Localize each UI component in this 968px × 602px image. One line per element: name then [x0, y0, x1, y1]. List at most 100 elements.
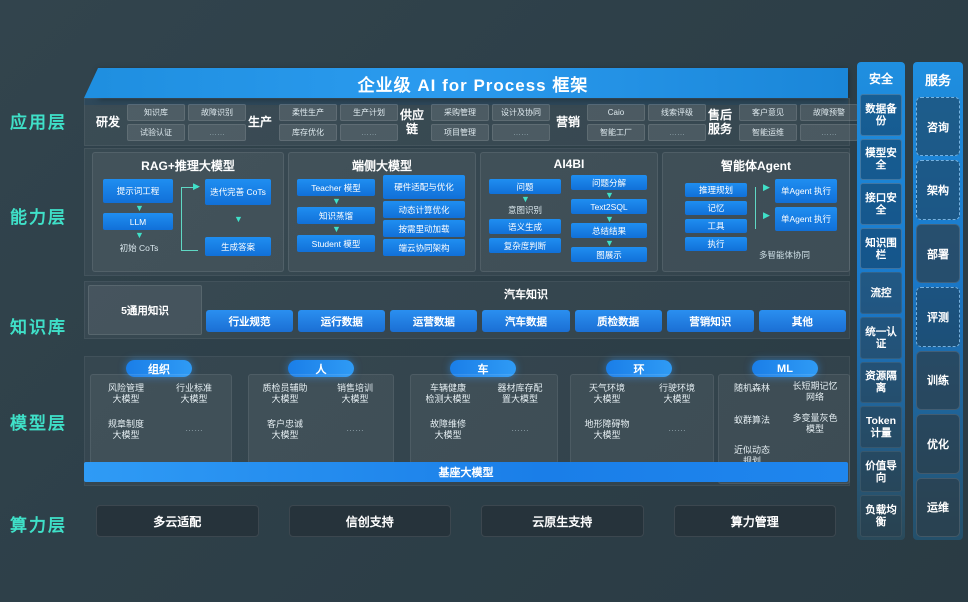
model-group-pill-vehicle[interactable]: 车 — [450, 360, 516, 377]
model-item[interactable]: 故障维修 大模型 — [429, 419, 466, 440]
service-item[interactable]: 咨询 — [916, 97, 960, 157]
app-cell[interactable]: 客户意见 — [739, 103, 797, 121]
app-cell[interactable]: 知识库 — [127, 103, 185, 121]
model-item[interactable]: 随机森林 — [733, 383, 770, 393]
model-item-more[interactable]: …… — [346, 423, 364, 433]
cap-node[interactable]: 生成答案 — [205, 237, 271, 256]
security-item[interactable]: 价值导向 — [860, 450, 902, 493]
app-cell[interactable]: 库存优化 — [279, 123, 337, 141]
model-item[interactable]: 器材库存配 置大模型 — [497, 383, 543, 404]
app-group-production[interactable]: 生产 柔性生产 库存优化 生产计划 …… — [245, 103, 398, 141]
app-cell[interactable]: 试验认证 — [127, 123, 185, 141]
service-item[interactable]: 部署 — [916, 223, 960, 284]
cap-node[interactable]: 单Agent 执行 — [775, 179, 837, 203]
app-group-rd[interactable]: 研发 知识库 试验认证 故障识别 …… — [93, 103, 246, 141]
app-cell-more[interactable]: …… — [188, 123, 246, 141]
model-item[interactable]: 蚁群算法 — [733, 415, 770, 425]
knowledge-chip[interactable]: 行业规范 — [206, 310, 294, 332]
app-cell[interactable]: 故障识别 — [188, 103, 246, 121]
model-item[interactable]: 行驶环境 大模型 — [658, 383, 695, 404]
base-model-bar[interactable]: 基座大模型 — [84, 462, 848, 482]
app-group-marketing[interactable]: 营销 Caio 智能工厂 线索评级 …… — [553, 103, 706, 141]
model-group-pill-org[interactable]: 组织 — [126, 360, 192, 377]
model-item[interactable]: 车辆健康 检测大模型 — [425, 383, 471, 404]
app-cell-more[interactable]: …… — [340, 123, 398, 141]
cap-node[interactable]: Teacher 模型 — [297, 179, 375, 196]
knowledge-chip[interactable]: 其他 — [758, 310, 846, 332]
model-item[interactable]: 客户忠诚 大模型 — [266, 419, 303, 440]
model-item-more[interactable]: …… — [185, 423, 203, 433]
cap-node[interactable]: 问题分解 — [571, 175, 647, 190]
compute-cell[interactable]: 多云适配 — [96, 505, 259, 537]
service-item[interactable]: 训练 — [916, 350, 960, 411]
model-item[interactable]: 风险管理 大模型 — [107, 383, 144, 404]
knowledge-chip[interactable]: 汽车数据 — [482, 310, 570, 332]
cap-node[interactable]: 总结结果 — [571, 223, 647, 238]
cap-node[interactable]: 复杂度判断 — [489, 238, 561, 253]
security-item[interactable]: 知识围栏 — [860, 227, 902, 270]
model-item[interactable]: 天气环境 大模型 — [588, 383, 625, 404]
knowledge-general-box[interactable]: 5通用知识 — [88, 285, 202, 335]
app-cell[interactable]: 生产计划 — [340, 103, 398, 121]
app-cell-more[interactable]: …… — [800, 123, 858, 141]
service-item[interactable]: 运维 — [916, 477, 960, 537]
cap-node[interactable]: 记忆 — [685, 201, 747, 215]
model-group-pill-ml[interactable]: ML — [752, 360, 818, 377]
cap-node[interactable]: 图展示 — [571, 247, 647, 262]
app-cell[interactable]: 柔性生产 — [279, 103, 337, 121]
security-item[interactable]: 数据备份 — [860, 94, 902, 136]
app-cell[interactable]: 设计及协同 — [492, 103, 550, 121]
cap-node[interactable]: 问题 — [489, 179, 561, 194]
app-cell[interactable]: 项目管理 — [431, 123, 489, 141]
cap-node[interactable]: 初始 CoTs — [119, 243, 159, 253]
cap-node[interactable]: 按需里动加载 — [383, 220, 465, 237]
app-cell[interactable]: 故障预警 — [800, 103, 858, 121]
app-cell[interactable]: Caio — [587, 103, 645, 121]
knowledge-chip[interactable]: 运营数据 — [390, 310, 478, 332]
cap-node[interactable]: 提示词工程 — [103, 179, 173, 203]
knowledge-chip[interactable]: 营销知识 — [666, 310, 754, 332]
security-item[interactable]: 负载均衡 — [860, 495, 902, 537]
model-group-pill-environment[interactable]: 环 — [606, 360, 672, 377]
app-cell[interactable]: 线索评级 — [648, 103, 706, 121]
security-item[interactable]: 接口安全 — [860, 183, 902, 225]
app-group-supply-chain[interactable]: 供应链 采购管理 项目管理 设计及协同 …… — [397, 103, 550, 141]
cap-node[interactable]: 单Agent 执行 — [775, 207, 837, 231]
cap-node[interactable]: 执行 — [685, 237, 747, 251]
model-item[interactable]: 质检员辅助 大模型 — [262, 383, 308, 404]
model-item[interactable]: 长短期记忆 网络 — [792, 381, 838, 402]
model-item-more[interactable]: …… — [806, 455, 824, 465]
model-item[interactable]: 地形障碍物 大模型 — [584, 419, 630, 440]
cap-node[interactable]: 动态计算优化 — [383, 201, 465, 218]
cap-node[interactable]: 硬件适配与优化 — [383, 175, 465, 199]
app-cell[interactable]: 采购管理 — [431, 103, 489, 121]
security-item[interactable]: 资源隔离 — [860, 361, 902, 404]
cap-node[interactable]: LLM — [103, 213, 173, 230]
compute-cell[interactable]: 算力管理 — [673, 505, 836, 537]
cap-node[interactable]: Text2SQL — [571, 199, 647, 214]
cap-node[interactable]: 迭代完善 CoTs — [205, 179, 271, 205]
cap-node[interactable]: 端云协同架构 — [383, 239, 465, 256]
model-group-pill-people[interactable]: 人 — [288, 360, 354, 377]
app-cell-more[interactable]: …… — [648, 123, 706, 141]
model-item[interactable]: 规章制度 大模型 — [107, 419, 144, 440]
security-item[interactable]: 流控 — [860, 272, 902, 314]
security-item[interactable]: 统一认证 — [860, 316, 902, 359]
model-item-more[interactable]: …… — [668, 423, 686, 433]
compute-cell[interactable]: 云原生支持 — [481, 505, 644, 537]
model-item-more[interactable]: …… — [511, 423, 529, 433]
compute-cell[interactable]: 信创支持 — [288, 505, 451, 537]
knowledge-chip[interactable]: 质检数据 — [574, 310, 662, 332]
service-item[interactable]: 优化 — [916, 414, 960, 474]
cap-node[interactable]: 意图识别 — [507, 205, 542, 215]
app-cell-more[interactable]: …… — [492, 123, 550, 141]
security-item[interactable]: 模型安全 — [860, 138, 902, 181]
cap-node[interactable]: 语义生成 — [489, 219, 561, 234]
model-item[interactable]: 销售培训 大模型 — [336, 383, 373, 404]
cap-node[interactable]: 推理规划 — [685, 183, 747, 197]
app-group-after-sales[interactable]: 售后服务 客户意见 智能运维 故障预警 …… — [705, 103, 858, 141]
model-item[interactable]: 多变量灰色 模型 — [792, 413, 838, 434]
app-cell[interactable]: 智能工厂 — [587, 123, 645, 141]
service-item[interactable]: 评测 — [916, 287, 960, 347]
security-item[interactable]: Token计量 — [860, 406, 902, 448]
